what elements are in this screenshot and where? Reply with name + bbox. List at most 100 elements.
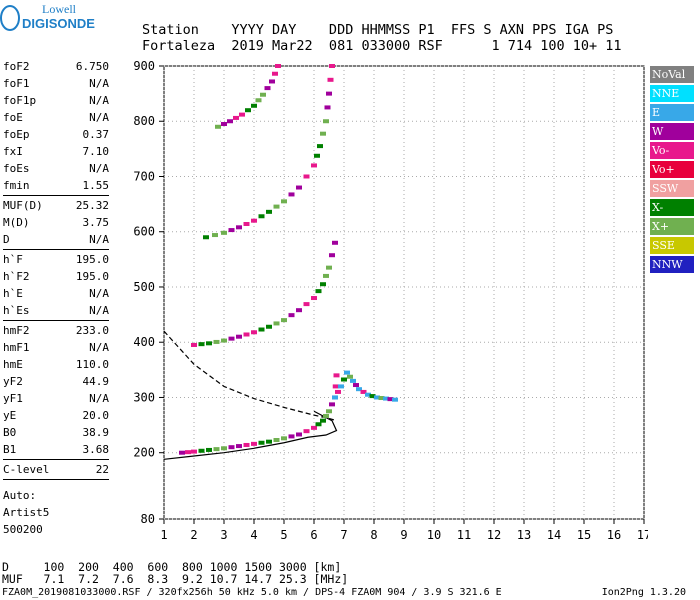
- echo-point: [327, 77, 334, 82]
- param-row: h`Es N/A: [3, 302, 109, 319]
- x-tick-label: 5: [280, 528, 287, 542]
- param-value: 38.9: [82, 426, 110, 439]
- param-value: 20.0: [82, 409, 110, 422]
- auto-scaling-line1: Auto:: [3, 489, 37, 502]
- echo-point: [315, 289, 322, 294]
- echo-point: [227, 119, 233, 124]
- param-row: yE 20.0: [3, 407, 109, 424]
- echo-point: [236, 334, 242, 339]
- param-row: C-level 22: [3, 461, 109, 478]
- y-tick-label: 900: [133, 60, 155, 73]
- legend-item: NNW: [650, 256, 694, 273]
- echo-point: [323, 413, 329, 418]
- param-value: N/A: [89, 341, 109, 354]
- legend: NoVal NNE E W Vo- Vo+ SSW X- X+ SSE NNW: [650, 66, 694, 275]
- echo-point: [251, 441, 257, 446]
- param-label: yE: [3, 409, 17, 422]
- echo-point: [251, 103, 257, 108]
- echo-point: [314, 153, 320, 158]
- echo-point: [329, 253, 335, 258]
- echo-point: [269, 79, 275, 84]
- echo-point: [344, 370, 350, 375]
- y-tick-label: 300: [133, 390, 155, 404]
- param-value: N/A: [89, 392, 109, 405]
- param-value: 25.32: [75, 199, 109, 212]
- echo-point: [191, 342, 197, 347]
- param-label: B0: [3, 426, 17, 439]
- echo-point: [296, 308, 302, 313]
- param-label: h`Es: [3, 304, 30, 317]
- param-row: M(D) 3.75: [3, 214, 109, 231]
- param-label: fxI: [3, 145, 23, 158]
- echo-point: [350, 378, 356, 383]
- x-tick-label: 3: [220, 528, 227, 542]
- param-value: N/A: [89, 304, 109, 317]
- echo-point: [311, 163, 317, 168]
- echo-point: [198, 342, 205, 347]
- param-row: hmF1 N/A: [3, 339, 109, 356]
- param-row: yF2 44.9: [3, 373, 109, 390]
- param-label: yF1: [3, 392, 23, 405]
- echo-point: [258, 214, 265, 219]
- echo-point: [272, 71, 278, 76]
- echo-point: [281, 199, 287, 204]
- x-tick-label: 17: [637, 528, 648, 542]
- param-row: D N/A: [3, 231, 109, 248]
- param-label: foEp: [3, 128, 30, 141]
- echo-point: [264, 86, 271, 91]
- param-label: foEs: [3, 162, 30, 175]
- echo-point: [338, 384, 344, 389]
- echo-point: [236, 444, 242, 449]
- echo-point: [317, 144, 323, 149]
- param-row: hmE 110.0: [3, 356, 109, 373]
- param-value: 195.0: [75, 253, 109, 266]
- param-value: N/A: [89, 94, 109, 107]
- echo-point: [335, 389, 341, 394]
- echo-point: [233, 115, 239, 120]
- ionogram-chart: 1 2 3 4 5 6 7 8 9 10 11 12 13 14 15 16 17802003004005006…: [133, 60, 648, 542]
- echo-point: [341, 377, 347, 382]
- y-tick-label: 80: [141, 512, 155, 526]
- echo-point: [258, 440, 265, 445]
- x-tick-label: 15: [577, 528, 591, 542]
- param-row: yF1 N/A: [3, 390, 109, 407]
- x-tick-label: 7: [340, 528, 347, 542]
- echo-point: [185, 450, 191, 455]
- param-value: 22: [95, 463, 109, 476]
- param-row: B0 38.9: [3, 424, 109, 441]
- echo-point: [221, 122, 227, 127]
- legend-item: X-: [650, 199, 694, 216]
- echo-point: [326, 91, 332, 96]
- x-tick-label: 1: [160, 528, 167, 542]
- x-tick-label: 9: [400, 528, 407, 542]
- param-row: foE N/A: [3, 109, 109, 126]
- param-label: D: [3, 233, 10, 246]
- y-tick-label: 500: [133, 280, 155, 294]
- x-tick-label: 8: [370, 528, 377, 542]
- param-label: foF1: [3, 77, 30, 90]
- param-value: 195.0: [75, 270, 109, 283]
- param-row: MUF(D) 25.32: [3, 197, 109, 214]
- param-label: fmin: [3, 179, 30, 192]
- param-value: 1.55: [82, 179, 110, 192]
- param-label: M(D): [3, 216, 30, 229]
- model-dashed-curve: [163, 330, 337, 422]
- echo-point: [273, 438, 280, 443]
- echo-point: [266, 324, 272, 329]
- echo-point: [296, 185, 302, 190]
- echo-point: [206, 341, 212, 346]
- echo-point: [320, 131, 326, 136]
- param-value: N/A: [89, 233, 109, 246]
- echo-point: [191, 449, 197, 454]
- y-tick-label: 200: [133, 446, 155, 460]
- legend-item: NoVal: [650, 66, 694, 83]
- echo-point: [329, 402, 335, 407]
- param-value: N/A: [89, 287, 109, 300]
- echo-point: [221, 230, 227, 235]
- logo-line1: Lowell: [42, 2, 77, 16]
- logo-line2: DIGISONDE: [22, 16, 95, 31]
- echo-point: [303, 174, 310, 179]
- legend-item: Vo+: [650, 161, 694, 178]
- param-label: hmF2: [3, 324, 30, 337]
- legend-item: SSW: [650, 180, 694, 197]
